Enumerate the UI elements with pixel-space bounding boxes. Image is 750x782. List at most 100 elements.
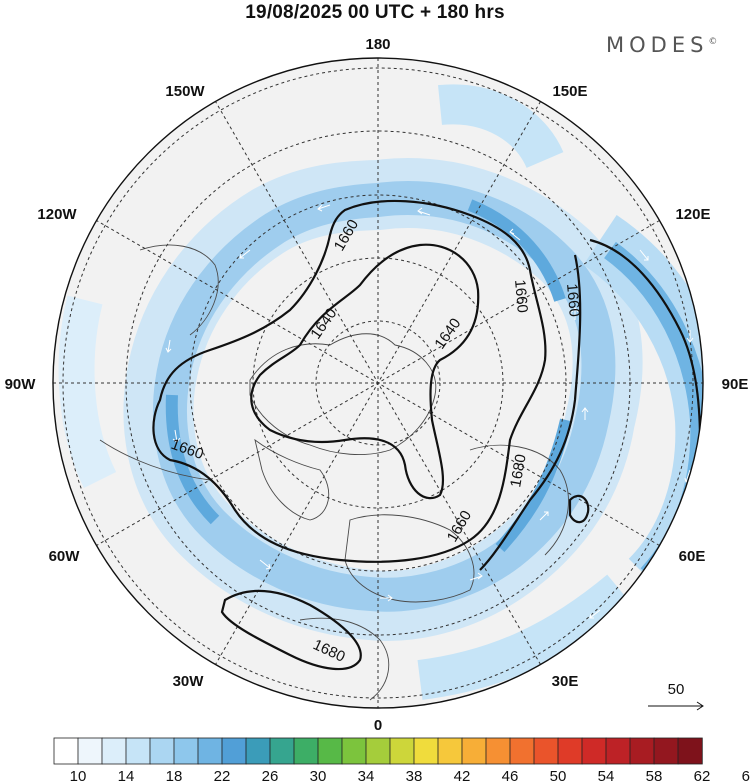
colorbar-label: 58 [646,768,663,782]
height-contours [152,199,702,671]
colorbar-swatch [77,737,103,765]
coastlines [99,244,569,701]
colorbar-label: 18 [166,768,183,782]
colorbar-swatch [101,737,127,765]
wind-arrow [571,307,579,320]
colorbar-swatch [605,737,631,765]
colorbar-label: 38 [406,768,423,782]
contour-1640 [250,243,480,500]
wind-arrow [581,407,589,420]
lon-label-120e: 120E [675,206,710,223]
lat-circle-40 [62,67,694,699]
jet-band-west [58,295,117,489]
map-border [52,57,704,709]
wind-arrow [639,249,649,261]
colorbar-swatch [581,737,607,765]
colorbar-label: 10 [70,768,87,782]
contour-1660 [152,199,547,563]
wind-arrow [239,249,251,259]
colorbar-swatch [149,737,175,765]
colorbar-swatch [341,737,367,765]
wind-arrow [165,339,172,353]
lon-label-90w: 90W [5,376,37,393]
lon-label-60e: 60E [679,548,706,565]
brand-text: MODES [606,33,709,57]
colorbar-label: 54 [598,768,615,782]
wind-arrow [259,559,271,570]
wind-arrow [380,594,393,602]
colorbar-label: 42 [454,768,471,782]
lon-label-0: 0 [374,717,382,734]
lon-label-180: 180 [365,36,390,53]
colorbar-swatch [245,737,271,765]
contour-1680-south [220,589,362,671]
colorbar-swatch [125,737,151,765]
contour-label: 1680 [507,453,530,489]
wind-arrow [172,429,181,443]
chart-title: 19/08/2025 00 UTC + 180 hrs [245,2,505,23]
colorbar-swatch [629,737,655,765]
meridian-30e-150w [215,101,541,665]
coast-greenland [254,438,330,521]
colorbar-swatch [485,737,511,765]
lon-label-150e: 150E [552,83,587,100]
colorbar-swatch [677,737,703,765]
wind-arrow [686,330,694,343]
colorbar-swatch [437,737,463,765]
lon-label-120w: 120W [37,206,77,223]
colorbar-label: 26 [262,768,279,782]
colorbar-label: 62 [694,768,711,782]
colorbar-swatch [293,737,319,765]
lon-label-30w: 30W [173,673,205,690]
colorbar-swatch [533,737,559,765]
lon-label-90e: 90E [722,376,749,393]
wind-arrow [317,204,331,212]
graticule [53,58,703,708]
colorbar-label: 30 [310,768,327,782]
wind-arrow [509,228,521,241]
jet-band-south [417,574,633,700]
colorbar-swatch [461,737,487,765]
contour-label: 1660 [563,283,583,318]
colorbar-label: 46 [502,768,519,782]
coast-arctic [249,333,437,456]
jet-band-pacific [438,84,564,169]
colorbar-swatch [365,737,391,765]
reference-vector-arrow [648,701,704,711]
colorbar-swatch [197,737,223,765]
colorbar-swatch [221,737,247,765]
wind-arrow [469,572,483,581]
wind-vectors [165,204,694,619]
coast-asia [469,444,569,556]
wind-arrow [417,207,431,216]
lon-label-60w: 60W [49,548,81,565]
colorbar-label: 66 [742,768,750,782]
copyright-mark: © [708,37,718,47]
colorbar-swatch [653,737,679,765]
colorbar: 10141822263034384246505458626670 [53,737,750,782]
colorbar-swatch [269,737,295,765]
colorbar-swatch [389,737,415,765]
colorbar-label: 14 [118,768,135,782]
wind-arrow [589,609,601,619]
lon-label-150w: 150W [165,83,205,100]
colorbar-swatch [557,737,583,765]
contour-label: 1660 [511,279,531,314]
contour-1680-closed [568,494,590,524]
colorbar-swatch [509,737,535,765]
reference-vector-label: 50 [668,681,685,698]
modes-logo: MODES© [606,33,717,57]
colorbar-label: 34 [358,768,375,782]
coast-africa [299,617,390,701]
colorbar-label: 22 [214,768,231,782]
contour-1680-east [479,238,702,571]
colorbar-swatch [173,737,199,765]
colorbar-label: 50 [550,768,567,782]
colorbar-swatch [317,737,343,765]
lon-label-30e: 30E [552,673,579,690]
colorbar-swatch [53,737,79,765]
colorbar-swatch [413,737,439,765]
coast-europe [344,514,475,603]
wind-arrow [539,511,549,521]
